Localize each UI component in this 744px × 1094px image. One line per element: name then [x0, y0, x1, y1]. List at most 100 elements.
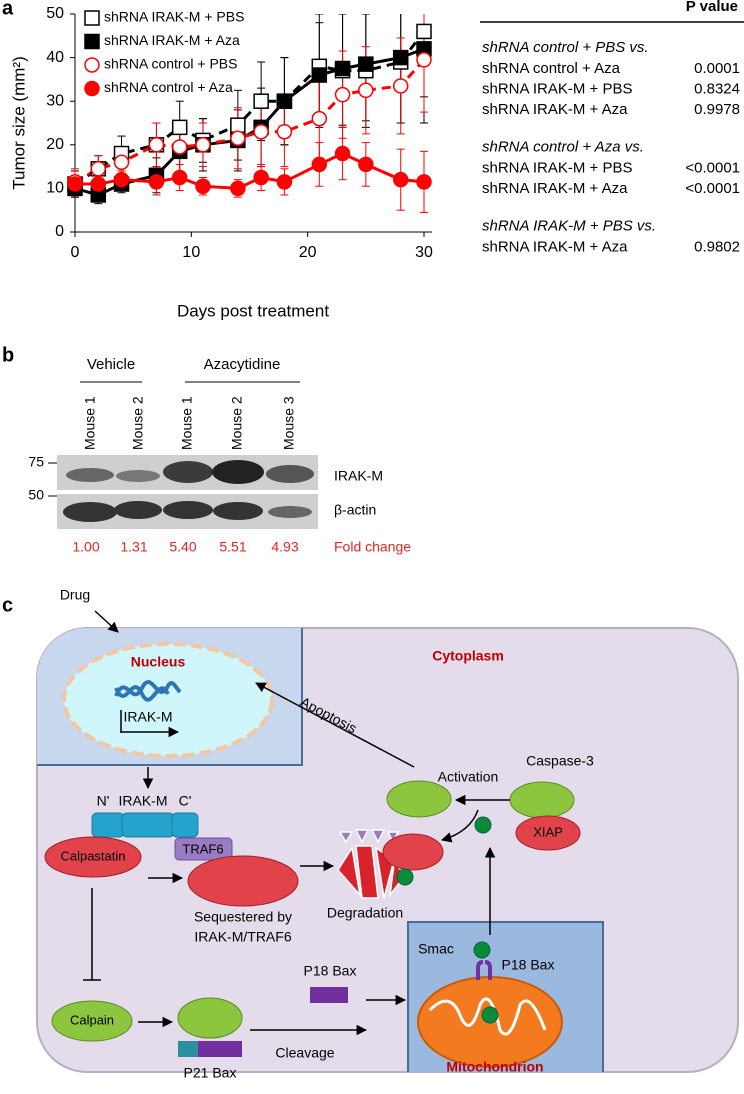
nucleus [62, 642, 274, 758]
point [195, 178, 211, 194]
label: Sequestered by [194, 909, 292, 925]
group-label: Vehicle [87, 356, 135, 373]
band [212, 460, 264, 484]
fold-change: 5.40 [169, 539, 196, 555]
point [358, 156, 374, 173]
row-value: <0.0001 [685, 180, 740, 197]
label: Caspase-3 [526, 753, 594, 769]
lane-label: Mouse 2 [229, 396, 245, 450]
point [90, 161, 107, 177]
arrow [255, 682, 415, 768]
point [148, 137, 165, 153]
label: XIAP [533, 824, 563, 839]
legend-label: shRNA IRAK-M + Aza [104, 32, 240, 48]
legend-label: shRNA control + Aza [104, 79, 233, 95]
band [114, 501, 162, 519]
arrow [94, 610, 119, 633]
point [334, 60, 351, 77]
bax-complex [177, 997, 243, 1039]
smac-dot [481, 1006, 499, 1024]
point [276, 123, 293, 140]
y-tick-label: 10 [46, 180, 64, 197]
row-label: shRNA IRAK-M + Aza [482, 180, 628, 197]
smac-dot [396, 868, 414, 886]
band [266, 465, 314, 483]
lane-label: Mouse 1 [82, 396, 98, 450]
band [63, 502, 117, 522]
calpain [51, 1000, 133, 1042]
fold-change: 5.51 [219, 539, 246, 555]
label: IRAK-M [124, 709, 173, 725]
row-value: 0.0001 [694, 60, 740, 77]
x-tick-label: 20 [299, 244, 317, 261]
point [416, 174, 432, 190]
row-label: shRNA IRAK-M + PBS [482, 80, 632, 97]
row-label: shRNA IRAK-M + PBS [482, 159, 632, 176]
table-header: P value [686, 0, 738, 15]
label: Smac [418, 941, 454, 957]
y-axis-label: Tumor size (mm²) [9, 56, 28, 189]
label: Cleavage [275, 1045, 334, 1061]
point [113, 154, 130, 170]
fold-label: Fold change [334, 539, 411, 555]
point [90, 176, 107, 192]
label: IRAK-M [119, 793, 168, 809]
point [392, 78, 409, 94]
cristae [428, 997, 547, 1036]
row-label: shRNA IRAK-M + Aza [482, 101, 628, 118]
label: P18 Bax [304, 963, 357, 979]
point [148, 174, 165, 190]
dna [114, 680, 182, 702]
y-tick-label: 40 [46, 49, 64, 66]
row-value: 0.9802 [694, 238, 740, 255]
traf6 [174, 837, 233, 861]
band [66, 468, 114, 482]
row-label: shRNA IRAK-M + Aza [482, 238, 628, 255]
row-label: shRNA control + Aza [482, 60, 621, 77]
panel-label: a [2, 0, 14, 19]
point [276, 174, 293, 190]
legend-label: shRNA control + PBS [104, 56, 237, 72]
point [253, 123, 269, 140]
point [253, 169, 269, 186]
panel-label: c [2, 594, 13, 616]
band [116, 470, 160, 482]
calpastatin [44, 836, 142, 878]
x-tick-label: 0 [71, 244, 80, 261]
label: IRAK-M/TRAF6 [194, 929, 291, 945]
blot-labels: Mouse 1 Mouse 2 Mouse 1 Mouse 2 Mouse 3 1.00 1… [72, 396, 298, 555]
sequestered [187, 855, 299, 907]
point [113, 171, 130, 188]
legend-marker [84, 33, 100, 50]
p18 [310, 987, 348, 1003]
label: P21 Bax [184, 1065, 237, 1081]
panel-label: b [2, 344, 14, 366]
pvalue-table: P value shRNA control + PBS vs. shRNA cont… [482, 0, 740, 255]
legend-marker [84, 10, 100, 26]
point [311, 156, 328, 173]
label: Mitochondrion [446, 1059, 543, 1075]
irak-bands [66, 460, 314, 484]
group-title: shRNA control + PBS vs. [482, 39, 649, 56]
x-tick-label: 30 [415, 244, 433, 261]
point [230, 117, 246, 133]
label: Cytoplasm [432, 648, 504, 664]
group-label: Azacytidine [204, 356, 281, 373]
point [311, 110, 328, 127]
xiap [382, 833, 444, 871]
band [163, 461, 213, 483]
label: N' [97, 793, 110, 809]
series-line [74, 58, 426, 184]
point [334, 145, 351, 162]
actin-bands [63, 501, 312, 522]
point [358, 56, 374, 72]
row-value: <0.0001 [685, 159, 740, 176]
marker-label: 75 [28, 454, 44, 470]
point [230, 180, 246, 197]
nucleus-border [37, 628, 303, 766]
band [163, 501, 213, 519]
y-tick-label: 20 [46, 136, 64, 153]
point [392, 49, 409, 66]
row-value: 0.9978 [694, 101, 740, 118]
